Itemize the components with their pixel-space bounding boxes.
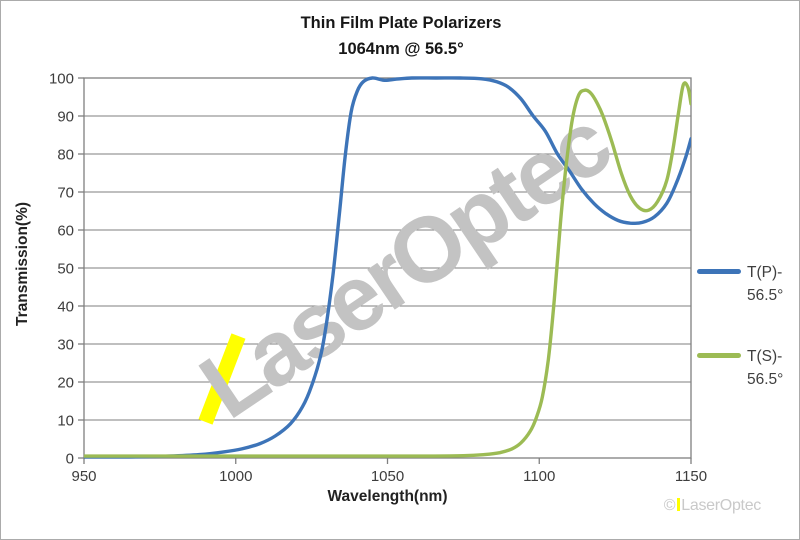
x-tick-label: 1050 — [371, 468, 404, 485]
x-tick-label: 1000 — [219, 468, 252, 485]
watermark-text: LaserOptec — [183, 92, 628, 438]
legend-item-ts: T(S)- 56.5° — [697, 345, 783, 391]
y-tick-label: 60 — [57, 223, 74, 240]
y-tick-label: 20 — [57, 375, 74, 392]
highlight-marker — [198, 333, 246, 425]
chart-title: Thin Film Plate Polarizers 1064nm @ 56.5… — [1, 10, 799, 62]
x-tick-label: 1150 — [675, 468, 707, 485]
legend-item-tp: T(P)- 56.5° — [697, 261, 783, 307]
legend-label-tp-line2: 56.5° — [747, 287, 784, 304]
curve-tp — [84, 76, 691, 459]
curve-ts — [84, 81, 691, 458]
chart-title-line2: 1064nm @ 56.5° — [338, 40, 464, 58]
y-tick-label: 30 — [57, 337, 74, 354]
x-tick-label: 1100 — [523, 468, 555, 485]
legend-swatch-tp — [697, 269, 741, 274]
legend-swatch-ts — [697, 353, 741, 358]
x-tick-label: 950 — [71, 468, 96, 485]
legend-label-tp: T(P)- 56.5° — [747, 261, 783, 307]
legend-label-ts-line2: 56.5° — [747, 371, 784, 388]
x-axis-title: Wavelength(nm) — [327, 488, 448, 505]
chart-title-line1: Thin Film Plate Polarizers — [300, 14, 502, 32]
grid-layer: 0 10 20 30 40 50 60 70 80 90 100 950 1000 1050 1100 115… — [49, 71, 707, 486]
legend-label-ts: T(S)- 56.5° — [747, 345, 783, 391]
y-tick-label: 80 — [57, 147, 74, 164]
y-tick-label: 10 — [57, 413, 74, 430]
legend: T(P)- 56.5° T(S)- 56.5° — [697, 261, 783, 391]
y-tick-label: 40 — [57, 299, 74, 316]
y-tick-label: 100 — [49, 71, 74, 88]
footer-yellow-accent — [677, 498, 681, 511]
footer-brand: LaserOptec — [681, 497, 761, 514]
footer-logo: © LaserOptec — [663, 497, 762, 515]
legend-label-ts-line1: T(S)- — [747, 348, 783, 365]
copyright-icon: © — [663, 497, 676, 514]
y-tick-label: 50 — [57, 261, 74, 278]
legend-label-tp-line1: T(P)- — [747, 264, 783, 281]
y-tick-label: 0 — [66, 451, 74, 468]
y-tick-label: 70 — [57, 185, 74, 202]
y-tick-label: 90 — [57, 109, 74, 126]
curve-layer — [84, 76, 691, 459]
